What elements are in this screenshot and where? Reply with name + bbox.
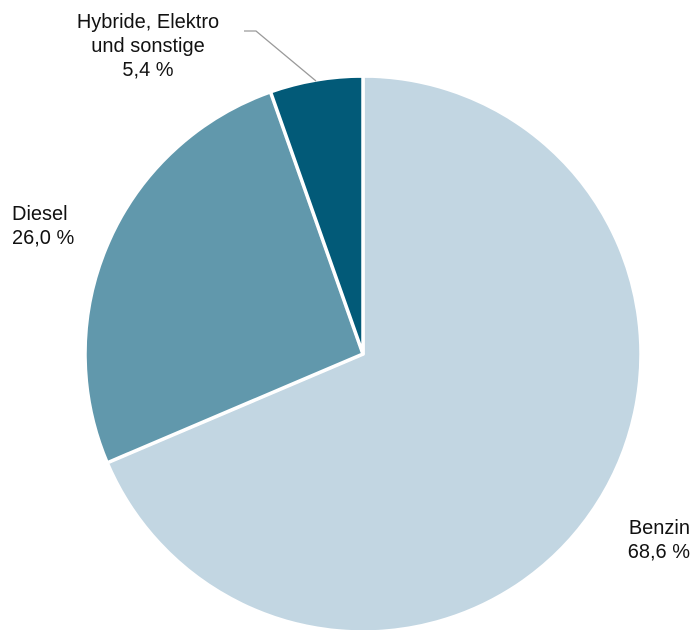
slice-label-benzin: Benzin 68,6 %	[628, 516, 690, 564]
pie-slice-benzin	[105, 74, 643, 630]
leader-line-hybride	[244, 30, 317, 82]
slice-label-diesel-name: Diesel	[12, 203, 68, 225]
pie-slice-hybride	[268, 74, 365, 356]
pie-slices	[83, 74, 643, 630]
slice-label-benzin-name: Benzin	[628, 517, 690, 539]
slice-label-hybride-name-line2: und sonstige	[91, 35, 205, 57]
slice-label-benzin-value: 68,6 %	[627, 541, 690, 563]
slice-label-hybride-value: 5,4 %	[122, 59, 174, 81]
slice-label-hybride: Hybride, Elektro und sonstige 5,4 %	[48, 10, 248, 82]
slice-label-hybride-name-line1: Hybride, Elektro	[76, 11, 220, 33]
slice-label-diesel-value: 26,0 %	[12, 227, 75, 249]
slice-label-diesel: Diesel 26,0 %	[12, 202, 74, 250]
pie-slice-diesel	[83, 90, 365, 465]
